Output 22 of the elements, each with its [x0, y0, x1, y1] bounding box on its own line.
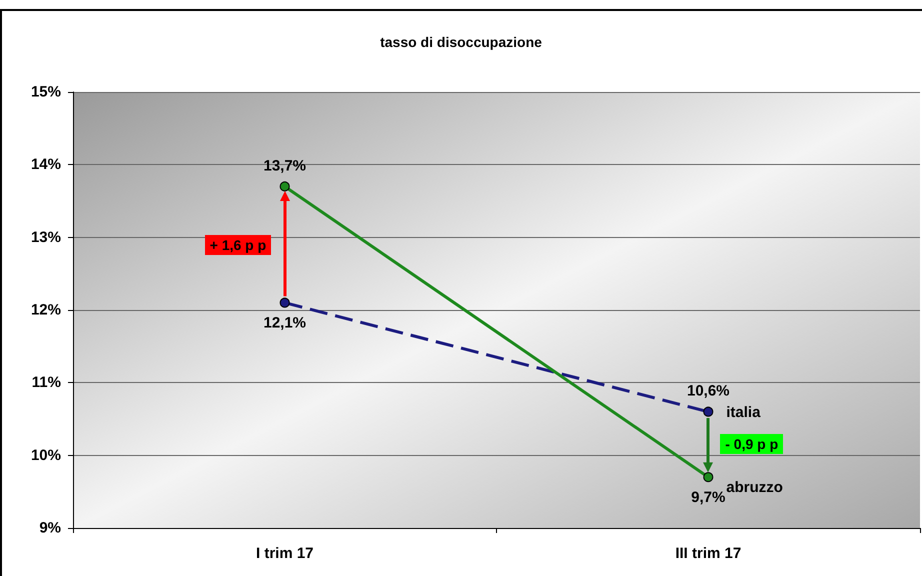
series-label: italia [726, 404, 760, 421]
x-tick-label: I trim 17 [256, 545, 314, 562]
y-tick-label: 10% [30, 446, 61, 464]
point [703, 406, 714, 417]
data-label: 9,7% [691, 489, 726, 506]
y-tick-label: 11% [32, 374, 61, 392]
point [703, 472, 714, 482]
point [280, 181, 290, 192]
data-label: 12,1% [263, 314, 306, 332]
y-tick-label: 9% [39, 520, 61, 536]
y-tick-label: 14% [30, 156, 61, 174]
data-label: 13,7% [263, 157, 306, 174]
y-tick-label: 15% [30, 84, 61, 100]
x-tick-label: III trim 17 [675, 545, 742, 562]
y-tick-label: 12% [30, 302, 61, 318]
y-tick-label: 13% [30, 228, 61, 246]
data-label: 10,6% [686, 382, 730, 400]
point [280, 298, 290, 308]
series-label: abruzzo [726, 479, 783, 496]
annotation: + 1,6 p p [204, 234, 272, 255]
chart-title: tasso di disoccupazione [380, 34, 542, 50]
annotation: - 0,9 p p [720, 434, 784, 454]
